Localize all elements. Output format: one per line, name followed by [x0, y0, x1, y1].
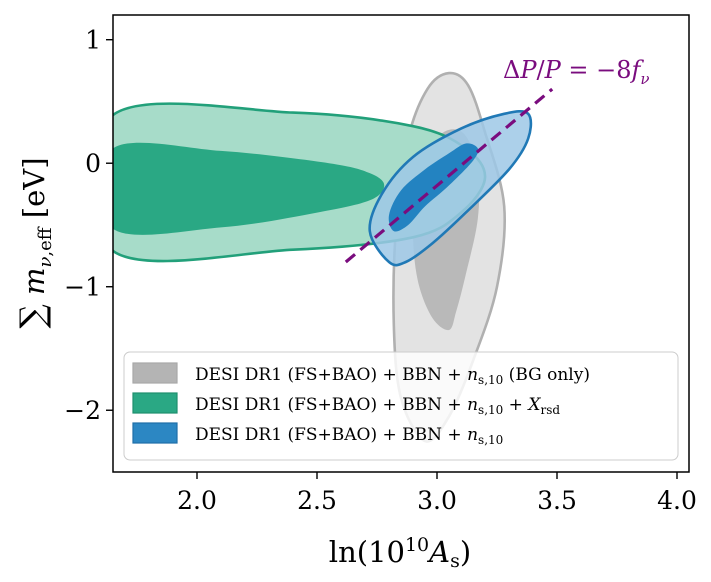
contour-inner-2	[113, 142, 385, 235]
legend-swatch-3	[132, 422, 178, 444]
y-tick-label: 1	[85, 26, 101, 55]
plot-frame	[112, 14, 690, 473]
y-axis: −2 −1 0 1	[64, 26, 113, 425]
y-axis-label: ∑ mν,eff [eV]	[13, 157, 56, 328]
dashed-reference-line	[344, 87, 554, 264]
x-axis: 2.0 2.5 3.0 3.5 4.0	[177, 472, 697, 515]
y-tick-label: −2	[64, 396, 101, 425]
x-tick-label: 3.5	[537, 486, 577, 515]
x-tick-label: 2.5	[297, 486, 337, 515]
y-tick-label: 0	[85, 149, 101, 178]
legend: DESI DR1 (FS+BAO) + BBN + ns,10 (BG only…	[123, 351, 679, 461]
x-axis-label: ln(1010As)	[329, 534, 471, 572]
x-tick-label: 3.0	[417, 486, 457, 515]
legend-label-1: DESI DR1 (FS+BAO) + BBN + ns,10 (BG only…	[195, 365, 590, 387]
legend-swatch-1	[132, 362, 178, 384]
contour-outer-3	[368, 110, 533, 267]
reference-line-layer	[344, 87, 554, 264]
legend-swatch-2	[132, 392, 178, 414]
legend-label-2: DESI DR1 (FS+BAO) + BBN + ns,10 + Xrsd	[195, 395, 560, 417]
legend-frame	[123, 351, 679, 461]
y-tick-label: −1	[64, 273, 101, 302]
slope-annotation: ΔP/P = −8fν	[503, 56, 650, 88]
legend-label-3: DESI DR1 (FS+BAO) + BBN + ns,10	[195, 425, 503, 447]
x-tick-label: 2.0	[177, 486, 217, 515]
x-tick-label: 4.0	[657, 486, 697, 515]
